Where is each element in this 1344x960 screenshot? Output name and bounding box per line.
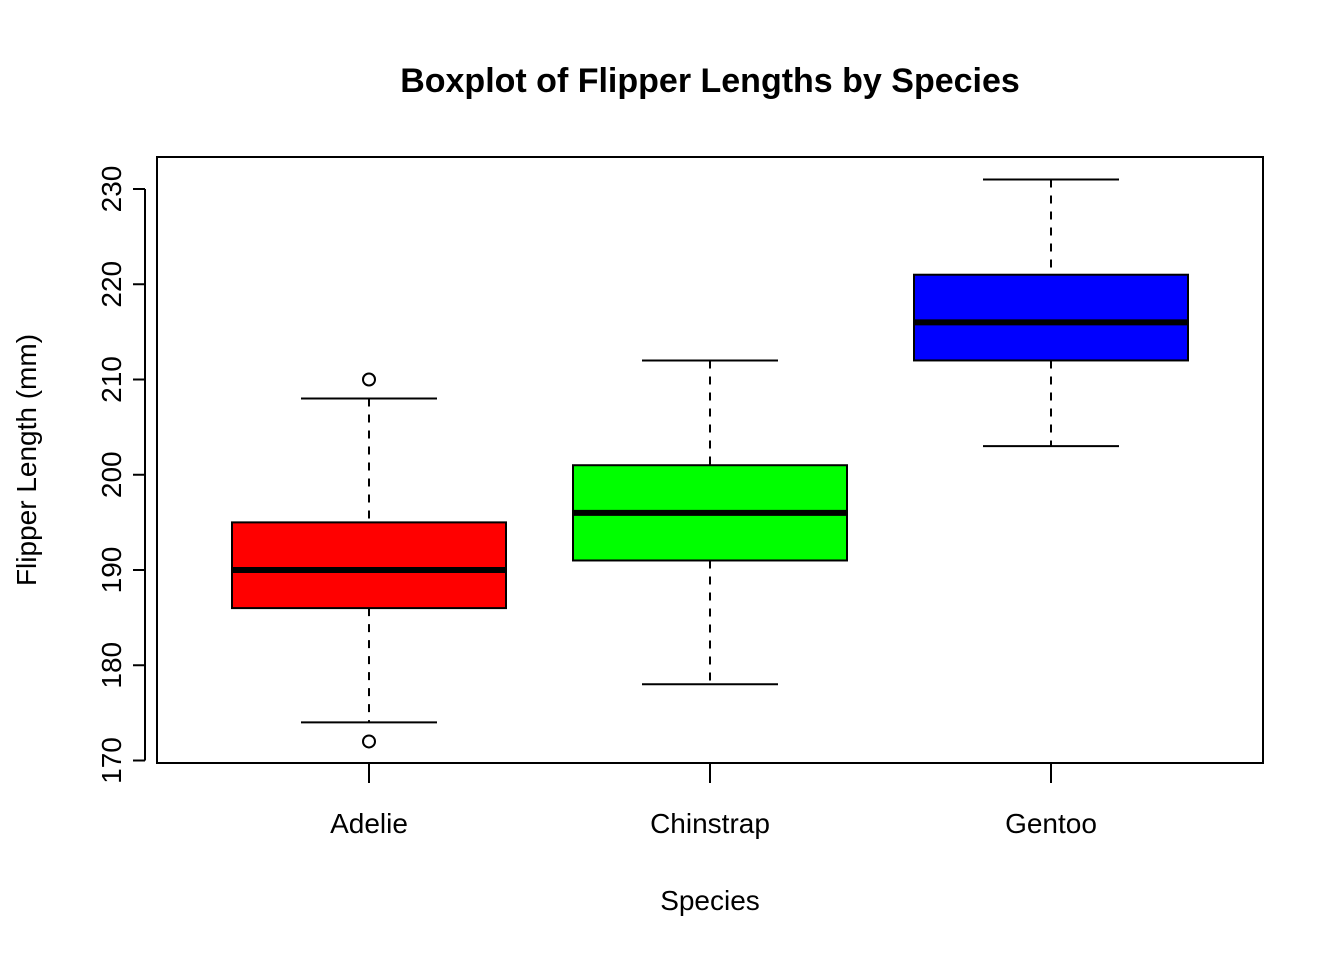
y-tick-label: 170 [96,737,127,784]
y-tick-label: 210 [96,356,127,403]
outlier-point [362,734,376,749]
iqr-box [231,521,507,610]
chart-title: Boxplot of Flipper Lengths by Species [400,62,1020,100]
boxes-group [231,178,1189,749]
x-tick-label: Chinstrap [650,808,770,839]
y-tick-label: 220 [96,261,127,308]
x-axis-label: Species [660,885,760,916]
y-tick-label: 190 [96,547,127,594]
box-adelie [231,372,507,749]
y-tick-label: 200 [96,451,127,498]
y-axis: 170 180 190 200 210 220 230 [96,166,146,784]
y-tick-label: 230 [96,166,127,213]
y-axis-label: Flipper Length (mm) [11,334,42,586]
iqr-box [913,273,1189,362]
box-chinstrap [572,359,848,686]
x-tick-label: Adelie [330,808,408,839]
outlier-point [362,372,376,387]
x-tick-label: Gentoo [1005,808,1097,839]
box-gentoo [913,178,1189,448]
x-axis: Adelie Chinstrap Gentoo [330,763,1097,839]
y-tick-label: 180 [96,642,127,689]
